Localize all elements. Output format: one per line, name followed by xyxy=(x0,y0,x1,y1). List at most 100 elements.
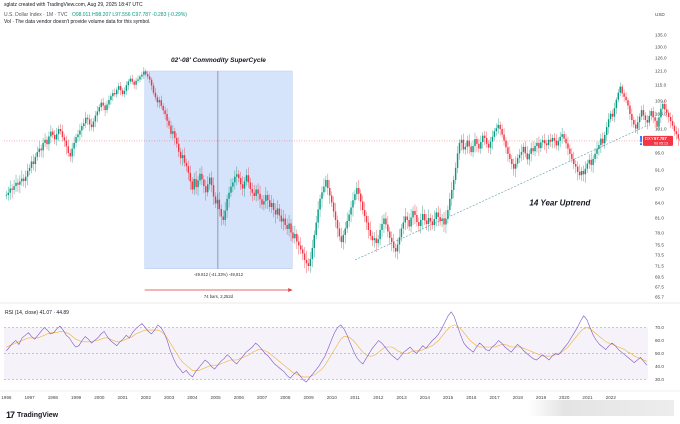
candle-body xyxy=(247,175,250,183)
candle-body xyxy=(551,137,554,142)
candle-body xyxy=(553,137,556,141)
candle-body xyxy=(253,192,255,196)
candle-body xyxy=(482,135,484,142)
candle-body xyxy=(598,145,600,150)
candle-body xyxy=(280,215,283,222)
candle-body xyxy=(416,215,418,222)
ohlc-values: O98.011 H98.207 L97.556 C97.787 -0.283 (… xyxy=(71,12,187,18)
candle-body xyxy=(365,216,368,223)
candle-body xyxy=(174,131,176,138)
candle-body xyxy=(24,176,27,181)
candle-body xyxy=(569,148,571,154)
candle-body xyxy=(623,93,625,97)
time-tick-label: 2005 xyxy=(210,395,221,400)
candle-body xyxy=(590,159,592,165)
last-price-value: 97.787 xyxy=(654,136,667,141)
candle-body xyxy=(311,248,314,259)
candle-body xyxy=(356,188,358,195)
candle-body xyxy=(294,233,296,239)
candle-body xyxy=(414,211,416,215)
rsi-tick-label: 30.0 xyxy=(655,377,664,382)
candle-body xyxy=(296,233,298,242)
candle-body xyxy=(522,146,525,153)
candle-body xyxy=(156,97,159,103)
candle-body xyxy=(640,110,643,117)
time-tick-label: 2007 xyxy=(257,395,268,400)
candle-body xyxy=(323,186,325,193)
candle-body xyxy=(474,139,476,146)
candle-body xyxy=(36,152,39,157)
logo-mark: 17 xyxy=(6,410,15,420)
candle-body xyxy=(567,143,569,149)
time-tick-label: 2003 xyxy=(164,395,175,400)
candle-body xyxy=(274,210,277,215)
candle-body xyxy=(646,120,649,123)
candle-body xyxy=(212,185,215,197)
candle-body xyxy=(617,92,620,100)
candle-body xyxy=(309,258,312,266)
candle-body xyxy=(177,143,180,152)
candle-body xyxy=(400,228,403,238)
candle-body xyxy=(145,71,147,75)
tradingview-logo[interactable]: 17 TradingView xyxy=(6,410,58,420)
candle-body xyxy=(456,153,459,168)
candle-body xyxy=(518,154,521,159)
rsi-tick-label: 40.0 xyxy=(655,364,664,369)
candle-body xyxy=(278,208,281,216)
candle-body xyxy=(439,217,441,221)
candle-body xyxy=(208,177,211,185)
candle-body xyxy=(408,220,410,227)
candle-body xyxy=(50,131,52,137)
candle-body xyxy=(317,209,319,223)
candle-body xyxy=(179,151,182,159)
candle-body xyxy=(516,158,519,164)
price-tick-label: 65.7 xyxy=(655,295,664,300)
candle-body xyxy=(592,158,594,165)
candle-body xyxy=(257,189,259,194)
candle-body xyxy=(86,117,89,120)
uptrend-line xyxy=(354,124,649,261)
candle-body xyxy=(664,103,666,110)
candle-body xyxy=(237,174,240,179)
candle-body xyxy=(489,141,492,148)
time-tick-label: 1999 xyxy=(71,395,82,400)
candle-body xyxy=(315,222,317,235)
candle-body xyxy=(435,212,437,219)
candle-body xyxy=(501,129,503,135)
time-tick-label: 2019 xyxy=(536,395,547,400)
candle-body xyxy=(509,153,511,159)
candle-body xyxy=(286,225,288,229)
candle-body xyxy=(143,71,145,75)
candle-body xyxy=(644,115,647,120)
candle-body xyxy=(367,222,370,230)
candle-body xyxy=(470,146,472,153)
candle-body xyxy=(46,139,48,145)
candle-body xyxy=(327,179,329,189)
candle-body xyxy=(92,121,95,128)
candle-body xyxy=(483,135,486,138)
candle-body xyxy=(576,166,579,172)
candle-body xyxy=(164,110,166,114)
candle-body xyxy=(480,142,482,149)
candle-body xyxy=(491,136,494,142)
candle-body xyxy=(468,140,470,147)
header-symbol: U.S. Dollar Index · 1M · TVC O98.011 H98… xyxy=(4,12,187,18)
candle-body xyxy=(371,235,374,241)
candle-body xyxy=(218,199,221,209)
candle-body xyxy=(582,170,585,175)
candle-body xyxy=(38,148,40,153)
time-tick-label: 2000 xyxy=(94,395,105,400)
candle-body xyxy=(627,100,629,106)
candle-body xyxy=(181,155,184,159)
candle-body xyxy=(263,201,265,205)
candle-body xyxy=(267,195,269,201)
candle-body xyxy=(437,212,439,217)
candle-body xyxy=(373,238,376,241)
candle-body xyxy=(282,218,284,222)
time-tick-label: 2008 xyxy=(280,395,291,400)
candle-body xyxy=(13,186,15,190)
candle-body xyxy=(458,142,461,154)
candle-body xyxy=(330,195,333,203)
candle-body xyxy=(54,134,56,140)
